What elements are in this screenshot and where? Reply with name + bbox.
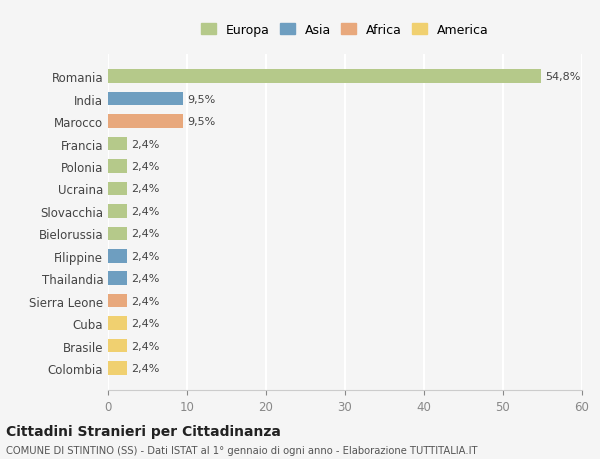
Legend: Europa, Asia, Africa, America: Europa, Asia, Africa, America bbox=[199, 21, 491, 39]
Bar bbox=[108, 182, 127, 196]
Text: 2,4%: 2,4% bbox=[131, 296, 159, 306]
Text: 2,4%: 2,4% bbox=[131, 319, 159, 328]
Text: 2,4%: 2,4% bbox=[131, 162, 159, 172]
Bar bbox=[108, 205, 127, 218]
Text: 2,4%: 2,4% bbox=[131, 229, 159, 239]
Bar bbox=[108, 70, 541, 84]
Text: 2,4%: 2,4% bbox=[131, 251, 159, 261]
Bar bbox=[108, 294, 127, 308]
Text: 2,4%: 2,4% bbox=[131, 207, 159, 216]
Bar bbox=[108, 339, 127, 353]
Bar bbox=[108, 227, 127, 241]
Bar bbox=[108, 160, 127, 174]
Text: 2,4%: 2,4% bbox=[131, 184, 159, 194]
Bar bbox=[108, 272, 127, 285]
Text: 2,4%: 2,4% bbox=[131, 363, 159, 373]
Bar bbox=[108, 362, 127, 375]
Text: 2,4%: 2,4% bbox=[131, 341, 159, 351]
Text: 2,4%: 2,4% bbox=[131, 274, 159, 284]
Bar bbox=[108, 317, 127, 330]
Text: COMUNE DI STINTINO (SS) - Dati ISTAT al 1° gennaio di ogni anno - Elaborazione T: COMUNE DI STINTINO (SS) - Dati ISTAT al … bbox=[6, 445, 478, 455]
Bar bbox=[108, 138, 127, 151]
Text: 9,5%: 9,5% bbox=[187, 117, 215, 127]
Text: 2,4%: 2,4% bbox=[131, 139, 159, 149]
Text: 54,8%: 54,8% bbox=[545, 72, 580, 82]
Text: 9,5%: 9,5% bbox=[187, 95, 215, 104]
Text: Cittadini Stranieri per Cittadinanza: Cittadini Stranieri per Cittadinanza bbox=[6, 425, 281, 438]
Bar bbox=[108, 115, 183, 129]
Bar bbox=[108, 250, 127, 263]
Bar bbox=[108, 93, 183, 106]
